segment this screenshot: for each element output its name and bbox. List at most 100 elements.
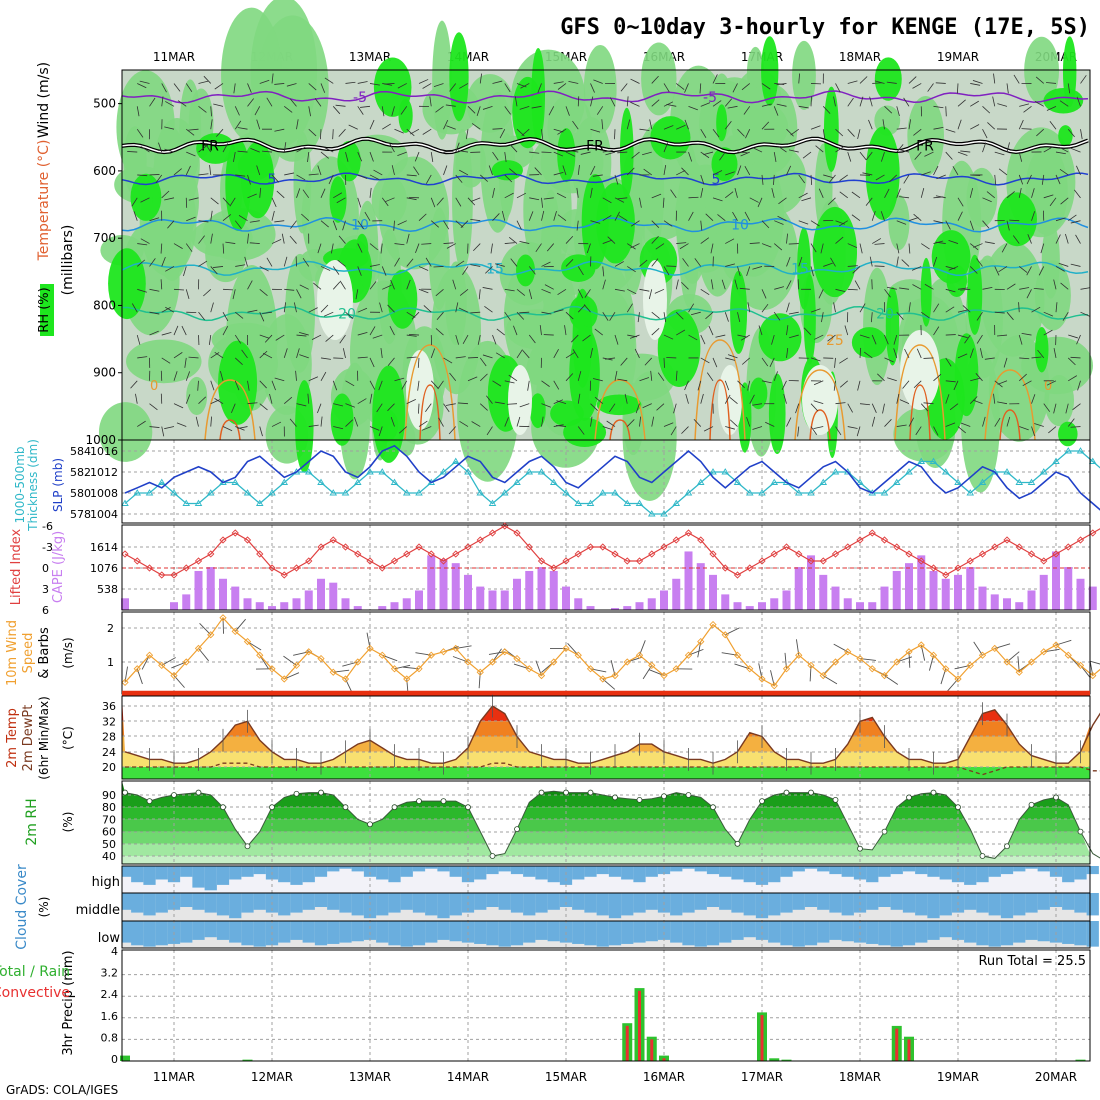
wind-barb (700, 288, 710, 295)
wind-barb (777, 215, 787, 222)
wind-barb (333, 192, 343, 199)
wind-barb (289, 418, 297, 427)
cloud-bar (131, 921, 144, 946)
temperature-contour-25 (204, 379, 256, 441)
thickness-point (488, 499, 497, 506)
wind-barb (295, 370, 297, 381)
rh-point (979, 853, 986, 859)
cloud-bar (241, 921, 254, 946)
wind-barb (198, 145, 207, 153)
wind-barb (372, 334, 383, 339)
wind-barb (1018, 334, 1023, 345)
wind-barb (222, 143, 229, 153)
cape-bar (500, 590, 509, 610)
cloud-bar (523, 866, 536, 877)
cloud-bar (768, 921, 781, 943)
thickness-point (660, 510, 668, 517)
cape-bar (415, 590, 423, 610)
wind-barb (459, 169, 469, 176)
wind-barb (953, 380, 959, 391)
cloud-bar (817, 921, 830, 943)
wind-barb (626, 167, 635, 176)
rh-blob (1044, 375, 1075, 427)
wind-barb (997, 401, 1008, 405)
rh-point (318, 789, 324, 796)
wind-barb (296, 348, 300, 359)
wind-barb (1058, 262, 1069, 267)
precip-conv-bar (907, 1039, 911, 1061)
rh-blob-high (596, 394, 642, 416)
wind-barb (921, 243, 930, 250)
cloud-bar (694, 921, 707, 947)
cloud-bar (890, 893, 903, 910)
cloud-bar (229, 893, 242, 919)
cloud-level-label: middle (76, 903, 120, 918)
cloud-level-label: low (98, 931, 121, 946)
wind-barb (406, 311, 416, 318)
tick-label-left: 578 (70, 508, 91, 521)
rh-point (881, 828, 888, 835)
wind-barb (183, 266, 187, 277)
wind-barb (856, 426, 861, 437)
cloud-bar (792, 866, 805, 872)
wind-barb (1026, 289, 1032, 299)
cloud-bar (657, 921, 671, 940)
thickness-point (329, 489, 338, 496)
wind-barb (886, 81, 897, 84)
wind-barb (630, 78, 640, 84)
wind-barb (205, 143, 212, 153)
cloud-bar (817, 866, 830, 872)
wind-barb (393, 220, 395, 231)
rh-blob (641, 42, 677, 116)
wind-barb (455, 356, 466, 359)
cloud-bar (559, 893, 573, 907)
wind-barb (238, 215, 248, 222)
cloud-bar (216, 893, 230, 916)
wind-speed-point (1052, 641, 1060, 649)
wind-barb (397, 220, 407, 226)
wind-barb (814, 334, 824, 340)
cloud-bar (596, 866, 609, 875)
wind-barb (136, 106, 140, 117)
wind-barb (271, 73, 274, 84)
wind-barb (752, 147, 763, 153)
wind-speed-point (1003, 658, 1011, 666)
contour-label: 20 (876, 307, 894, 323)
wind-barb (663, 266, 670, 276)
li-point (182, 564, 190, 572)
wind-barb (1018, 187, 1022, 198)
wind-barb (915, 426, 922, 436)
wind-barb (357, 197, 362, 208)
wind-barb (705, 311, 714, 320)
li-point (317, 543, 325, 551)
wind-barb (705, 213, 714, 221)
cape-bar (721, 594, 730, 610)
rh-blob (742, 143, 807, 215)
li-point (684, 529, 693, 537)
cloud-bar (363, 866, 377, 877)
wind-barb (741, 334, 750, 341)
wind-barb (458, 307, 469, 313)
wind-barb (874, 243, 885, 245)
wind-barb (923, 402, 934, 405)
wind-barb (810, 220, 820, 227)
wind-barb (495, 352, 505, 359)
wind-barb (710, 279, 714, 290)
rh-blob-dry (317, 260, 353, 340)
wind-speed-point (403, 675, 411, 683)
li-point (819, 557, 827, 565)
wind-barb (136, 259, 146, 267)
wind-barb (535, 243, 542, 253)
wind-barb (534, 167, 542, 176)
rh-blob (293, 131, 312, 234)
wind-barb (357, 266, 362, 276)
contour-label: 0 (150, 379, 158, 394)
thickness-point (807, 489, 815, 496)
wind-barb (528, 266, 536, 275)
wind-barb (1055, 234, 1061, 244)
wind-barb (592, 378, 603, 382)
wind-barb (618, 215, 628, 222)
wind-barb (543, 334, 554, 336)
cloud-bar (278, 921, 291, 943)
wind-barb (1006, 416, 1011, 427)
